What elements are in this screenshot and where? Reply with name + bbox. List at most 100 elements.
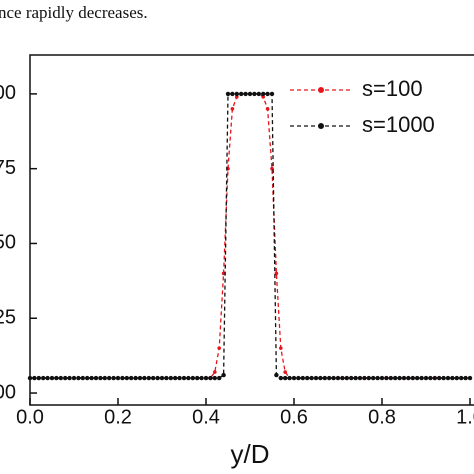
data-point — [437, 375, 442, 381]
x-tick-label: 0.4 — [192, 406, 220, 428]
y-tick-label: 0.50 — [0, 232, 16, 254]
data-point — [155, 375, 160, 381]
data-point — [107, 375, 112, 381]
data-point — [269, 91, 275, 97]
data-point — [388, 375, 393, 381]
data-point — [406, 375, 411, 381]
data-point — [349, 375, 354, 381]
data-point — [331, 375, 336, 381]
data-point — [313, 375, 319, 381]
data-point — [36, 375, 41, 381]
data-point — [366, 375, 371, 381]
data-point — [300, 375, 305, 381]
data-point — [274, 372, 279, 378]
data-point — [318, 375, 323, 381]
data-point — [181, 375, 187, 381]
x-tick-label: 0.0 — [16, 406, 44, 428]
data-point — [261, 91, 266, 97]
data-point — [93, 375, 99, 381]
data-point — [133, 375, 138, 381]
data-point — [265, 91, 270, 97]
data-point — [230, 107, 235, 111]
data-point — [76, 375, 81, 381]
data-point — [85, 375, 90, 381]
data-point — [41, 375, 46, 381]
data-point — [89, 375, 94, 381]
data-point — [142, 375, 147, 381]
data-point — [353, 375, 358, 381]
data-point — [401, 375, 407, 381]
data-point — [256, 91, 261, 97]
data-point — [459, 375, 464, 381]
data-point — [463, 375, 468, 381]
data-point — [415, 375, 420, 381]
data-point — [129, 375, 134, 381]
data-point — [384, 375, 389, 381]
data-point — [454, 375, 459, 381]
data-point — [428, 375, 433, 381]
x-tick-label: 1.0 — [456, 406, 474, 428]
data-point — [225, 91, 231, 97]
data-point — [221, 271, 226, 276]
data-point — [291, 375, 297, 381]
data-point — [283, 370, 288, 374]
legend-marker — [318, 123, 324, 129]
data-point — [371, 375, 376, 381]
data-point — [186, 375, 191, 381]
x-tick-label: 0.8 — [368, 406, 396, 428]
data-point — [357, 375, 363, 381]
data-point — [49, 375, 55, 381]
data-point — [168, 375, 173, 381]
data-point — [305, 375, 310, 381]
data-point — [234, 91, 239, 97]
y-tick-label: 0.75 — [0, 157, 16, 179]
data-point — [296, 375, 301, 381]
data-point — [235, 95, 239, 99]
data-point — [278, 375, 283, 381]
data-point — [80, 375, 86, 381]
data-point — [67, 375, 72, 381]
data-point — [445, 375, 451, 381]
data-point — [441, 375, 446, 381]
data-point — [375, 375, 380, 381]
data-point — [217, 346, 221, 350]
data-point — [327, 375, 332, 381]
data-point — [252, 91, 257, 97]
data-point — [195, 375, 200, 381]
data-point — [261, 95, 266, 99]
data-point — [212, 375, 217, 381]
data-point — [274, 271, 279, 276]
data-point — [419, 375, 424, 381]
data-point — [203, 375, 209, 381]
data-point — [344, 375, 349, 381]
legend-label: s=100 — [362, 76, 423, 101]
data-point — [265, 107, 270, 111]
data-point — [213, 370, 217, 374]
data-point — [450, 375, 455, 381]
data-point — [27, 375, 33, 381]
data-point — [62, 375, 68, 381]
data-point — [146, 375, 151, 381]
data-point — [309, 375, 314, 381]
data-point — [423, 375, 429, 381]
data-point — [190, 375, 195, 381]
data-point — [243, 91, 248, 97]
data-point — [279, 346, 283, 350]
legend-label: s=1000 — [362, 112, 435, 137]
data-point — [177, 375, 182, 381]
data-point — [410, 375, 415, 381]
data-point — [217, 375, 222, 381]
data-point — [340, 375, 345, 381]
data-point — [102, 375, 108, 381]
data-point — [397, 375, 402, 381]
data-point — [393, 375, 398, 381]
x-axis-label: y/D — [231, 439, 270, 469]
data-point — [221, 372, 226, 378]
data-point — [115, 375, 121, 381]
data-point — [137, 375, 143, 381]
data-point — [151, 375, 156, 381]
data-point — [45, 375, 50, 381]
data-point — [432, 375, 437, 381]
data-point — [379, 375, 385, 381]
